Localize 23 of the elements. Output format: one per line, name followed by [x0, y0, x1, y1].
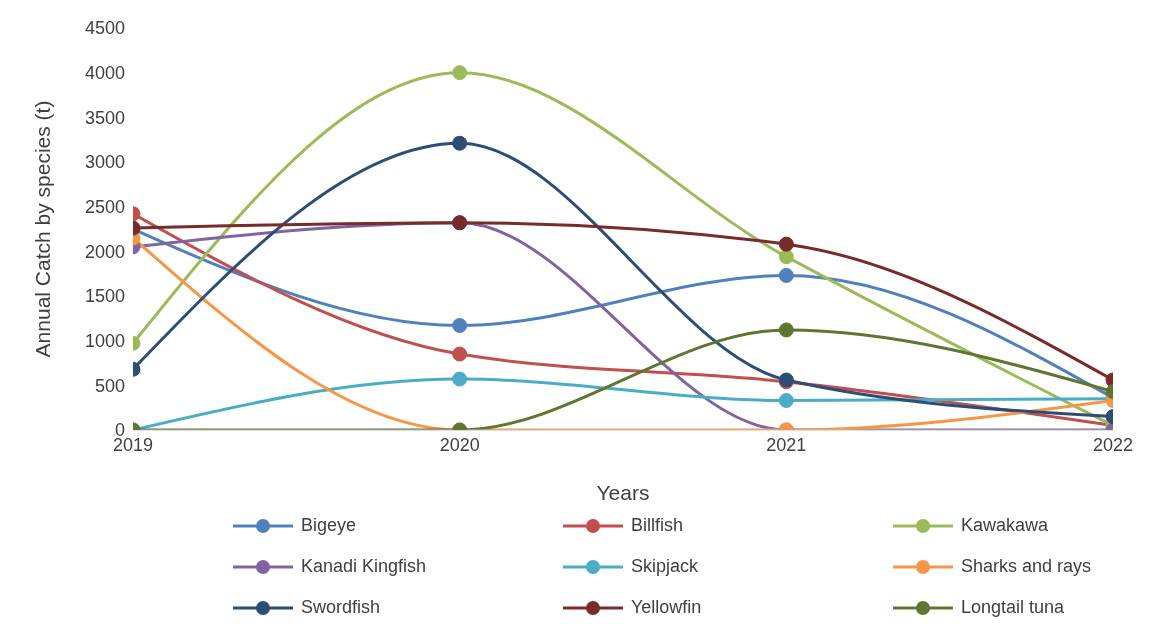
y-tick-label: 500	[94, 375, 125, 396]
legend-label: Kanadi Kingfish	[301, 556, 427, 577]
y-tick-label: 3500	[84, 107, 125, 128]
legend-label: Swordfish	[301, 597, 381, 618]
y-tick-label: 4000	[84, 63, 125, 84]
y-tick-label: 2500	[84, 197, 125, 218]
x-tick-label: 2022	[1092, 434, 1134, 455]
legend-label: Skipjack	[631, 556, 699, 577]
y-axis-title: Annual Catch by species (t)	[31, 100, 55, 358]
y-tick-label: 3000	[84, 152, 125, 173]
y-tick-label: 4500	[84, 18, 125, 39]
legend-label: Bigeye	[301, 515, 357, 536]
x-tick-label: 2020	[439, 434, 480, 455]
x-tick-label: 2021	[766, 434, 807, 455]
legend-label: Yellowfin	[631, 597, 702, 618]
legend-label: Kawakawa	[961, 515, 1049, 536]
y-tick-label: 2000	[84, 241, 125, 262]
legend-label: Billfish	[631, 515, 684, 536]
legend-label: Sharks and rays	[961, 556, 1092, 577]
y-tick-label: 1500	[84, 286, 125, 307]
legend-label: Longtail tuna	[961, 597, 1065, 618]
y-tick-label: 1000	[84, 331, 125, 352]
x-axis-title: Years	[596, 481, 650, 504]
